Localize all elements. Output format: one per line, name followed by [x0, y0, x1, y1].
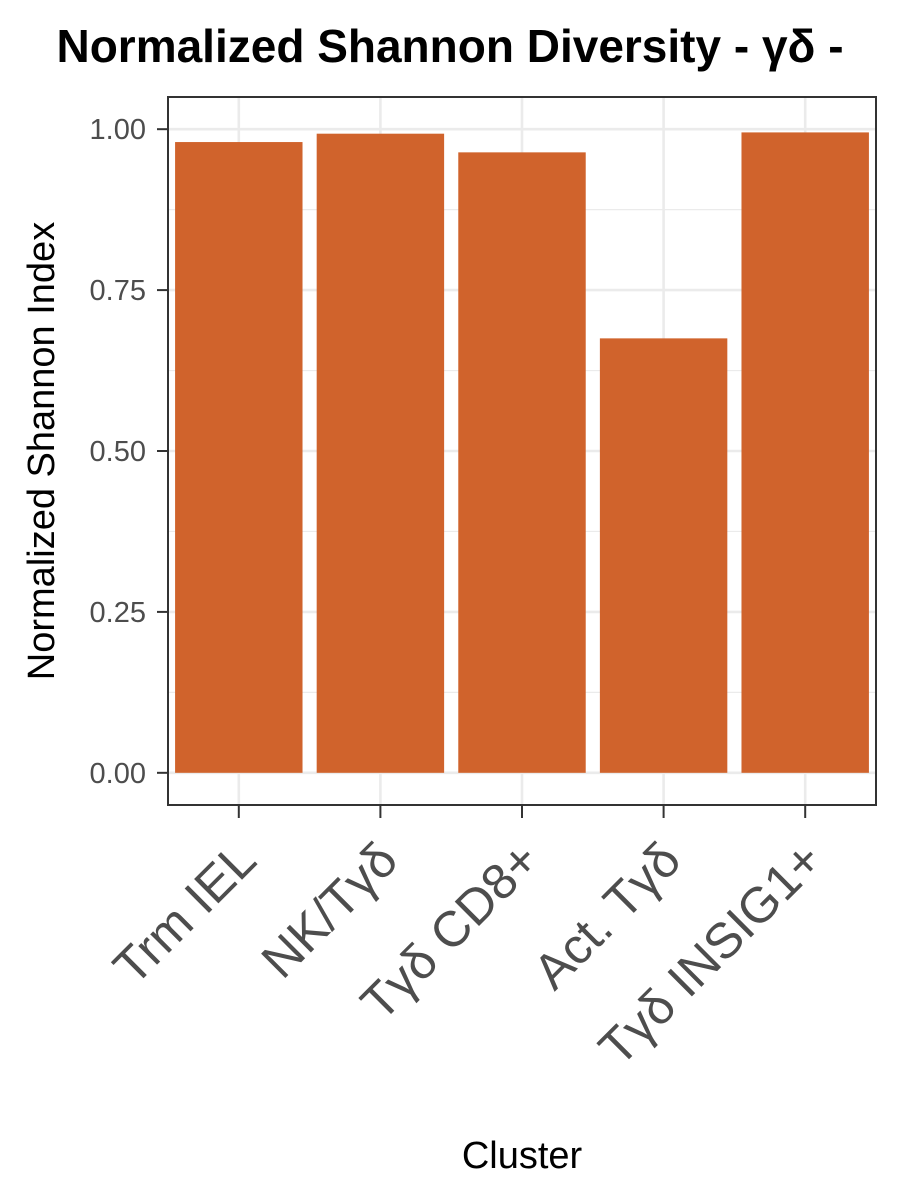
y-tick-label: 1.00 — [90, 114, 146, 146]
bar — [175, 142, 303, 773]
y-tick-label: 0.75 — [90, 275, 146, 307]
bar — [599, 338, 728, 773]
bar — [316, 133, 445, 773]
y-tick-label: 0.50 — [90, 436, 146, 468]
y-tick-label: 0.25 — [90, 597, 146, 629]
bar — [458, 152, 586, 773]
y-axis: 0.00 0.25 0.50 0.75 1.00 — [90, 114, 168, 790]
x-axis-title: Cluster — [462, 1135, 583, 1177]
chart-title: Normalized Shannon Diversity - γδ - — [56, 20, 843, 72]
y-tick-label: 0.00 — [90, 758, 146, 790]
bars — [175, 132, 869, 773]
bar — [741, 132, 869, 773]
y-axis-title: Normalized Shannon Index — [21, 222, 63, 680]
